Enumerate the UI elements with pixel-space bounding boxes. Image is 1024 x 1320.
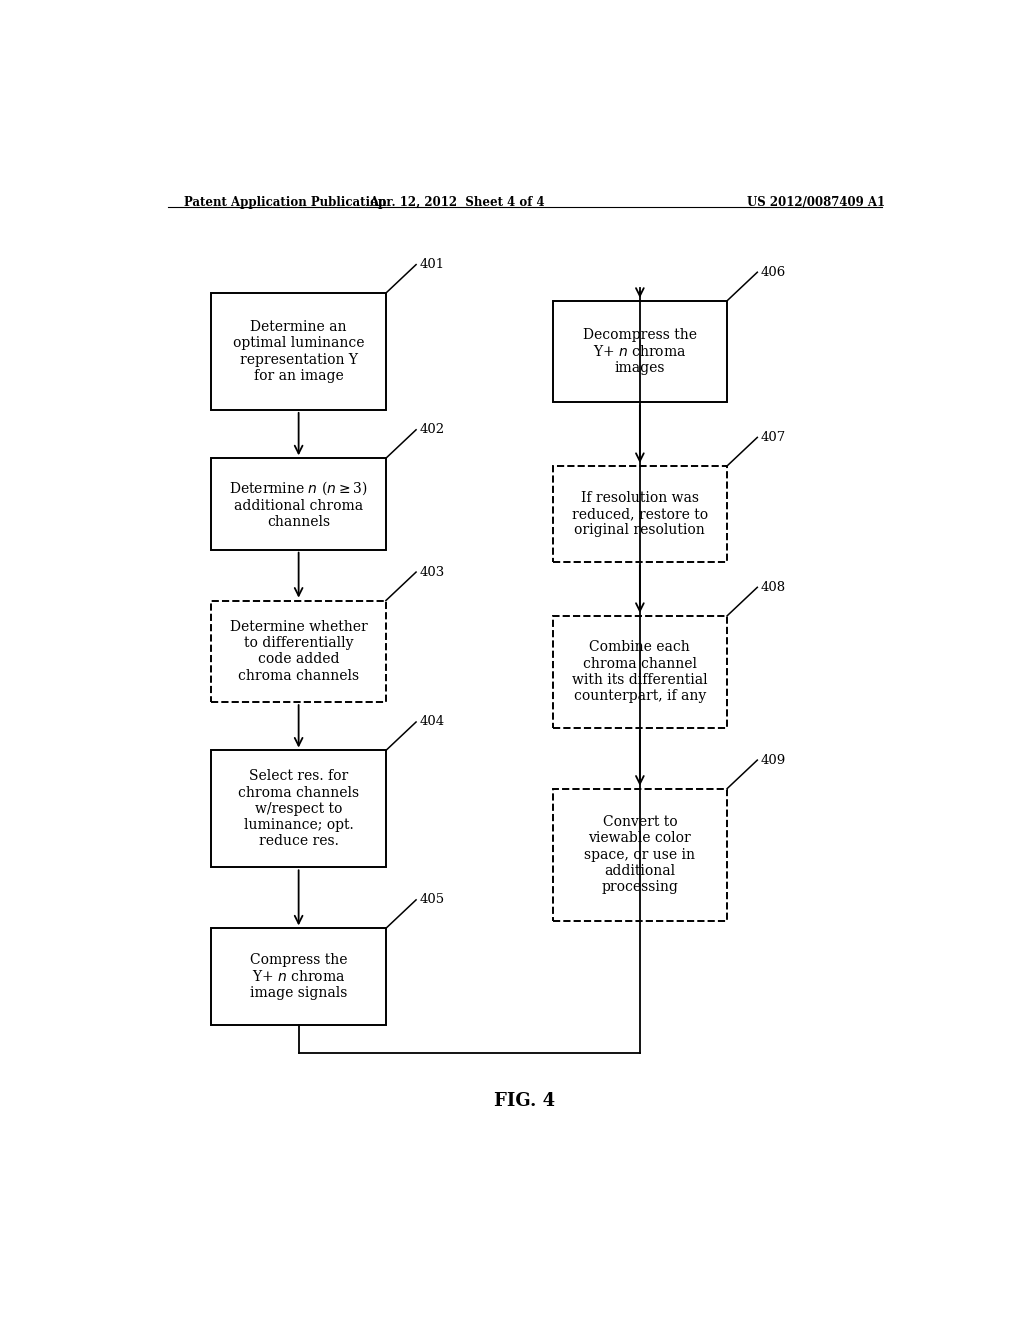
Text: 406: 406 — [761, 265, 785, 279]
Bar — [211, 293, 386, 411]
Text: Determine whether
to differentially
code added
chroma channels: Determine whether to differentially code… — [229, 620, 368, 682]
Text: Determine $n$ ($n$$\geq$3)
additional chroma
channels: Determine $n$ ($n$$\geq$3) additional ch… — [229, 479, 368, 529]
Text: 409: 409 — [761, 754, 785, 767]
Text: Combine each
chroma channel
with its differential
counterpart, if any: Combine each chroma channel with its dif… — [572, 640, 708, 704]
Text: FIG. 4: FIG. 4 — [495, 1092, 555, 1110]
Bar — [211, 751, 386, 867]
Text: 407: 407 — [761, 430, 785, 444]
Bar — [553, 788, 727, 921]
Text: Determine an
optimal luminance
representation Y
for an image: Determine an optimal luminance represent… — [232, 321, 365, 383]
Bar — [211, 928, 386, 1024]
Bar — [553, 615, 727, 727]
Text: 404: 404 — [419, 715, 444, 729]
Bar — [553, 301, 727, 403]
Text: US 2012/0087409 A1: US 2012/0087409 A1 — [748, 195, 885, 209]
Bar — [211, 601, 386, 702]
Bar — [211, 458, 386, 549]
Text: Apr. 12, 2012  Sheet 4 of 4: Apr. 12, 2012 Sheet 4 of 4 — [370, 195, 545, 209]
Text: Compress the
Y+ $n$ chroma
image signals: Compress the Y+ $n$ chroma image signals — [250, 953, 347, 1001]
Text: Convert to
viewable color
space, or use in
additional
processing: Convert to viewable color space, or use … — [585, 816, 695, 894]
Text: 408: 408 — [761, 581, 785, 594]
Text: 403: 403 — [419, 565, 444, 578]
Text: 405: 405 — [419, 894, 444, 907]
Text: 402: 402 — [419, 424, 444, 437]
Text: Decompress the
Y+ $n$ chroma
images: Decompress the Y+ $n$ chroma images — [583, 327, 697, 375]
Text: Patent Application Publication: Patent Application Publication — [183, 195, 386, 209]
Bar — [553, 466, 727, 562]
Text: If resolution was
reduced, restore to
original resolution: If resolution was reduced, restore to or… — [571, 491, 708, 537]
Text: Select res. for
chroma channels
w/respect to
luminance; opt.
reduce res.: Select res. for chroma channels w/respec… — [238, 770, 359, 849]
Text: 401: 401 — [419, 259, 444, 271]
